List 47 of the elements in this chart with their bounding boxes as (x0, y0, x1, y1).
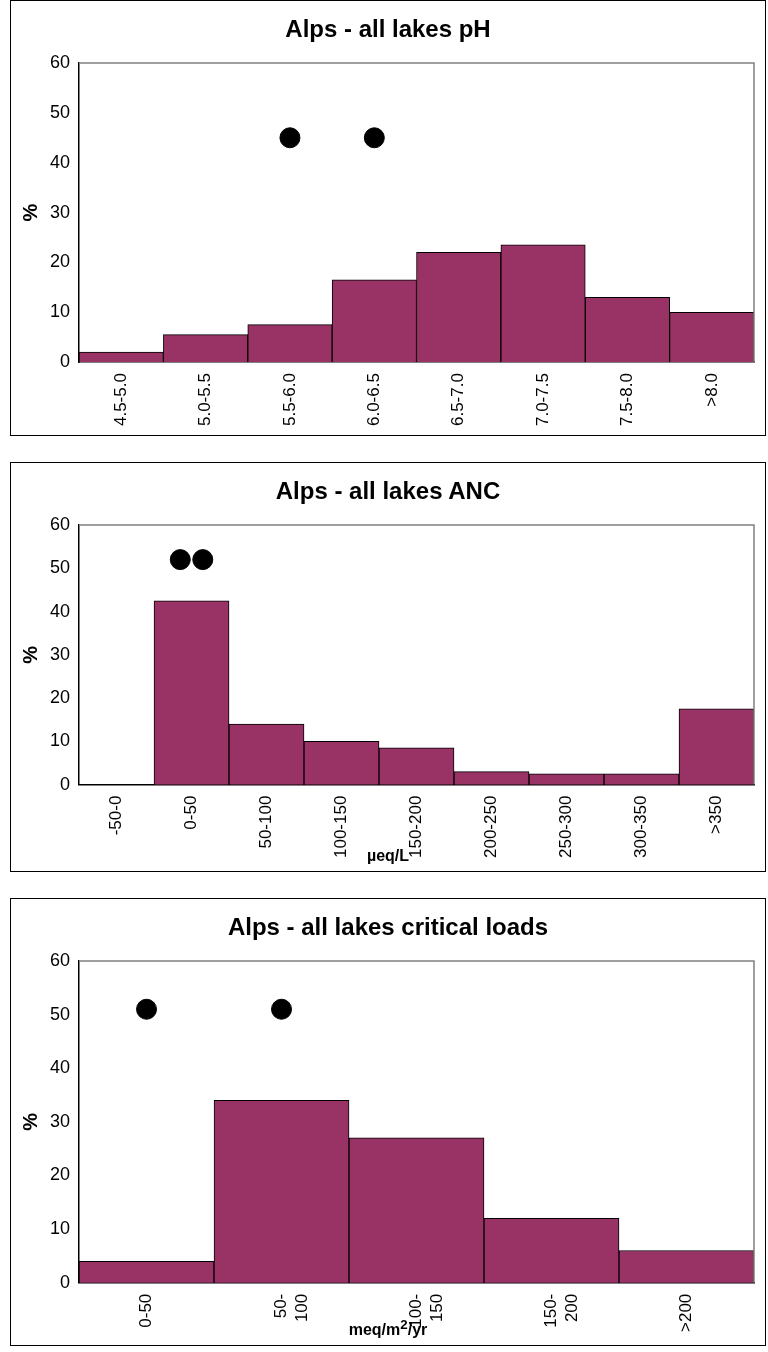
x-tick-label: 150- 200 (541, 1293, 581, 1328)
x-tick-label: 200-250 (481, 795, 501, 858)
x-tick-label: 7.5-8.0 (617, 373, 637, 427)
y-tick-label: 30 (49, 643, 71, 664)
x-tick-label: 6.0-6.5 (364, 373, 384, 427)
x-tick-label: 0-50 (136, 1293, 156, 1328)
y-tick-label: 10 (49, 730, 71, 751)
chart-title: Alps - all lakes pH (284, 15, 492, 43)
x-tick-label: 6.5-7.0 (448, 373, 468, 427)
y-tick-label: 60 (49, 51, 71, 72)
chart-title: Alps - all lakes critical loads (226, 913, 550, 941)
y-tick-label: 0 (60, 773, 71, 794)
y-tick-label: 60 (49, 513, 71, 534)
y-axis-title: % (18, 203, 41, 222)
y-axis-title: % (18, 645, 41, 664)
chart-title: Alps - all lakes ANC (274, 477, 502, 505)
x-tick-label: 100-150 (331, 795, 351, 858)
x-tick-label: 5.0-5.5 (195, 373, 215, 427)
y-tick-label: 0 (60, 351, 71, 372)
y-tick-label: 30 (49, 1110, 71, 1131)
x-tick-label: >200 (676, 1293, 696, 1333)
x-tick-label: 0-50 (181, 795, 201, 830)
x-tick-label: 7.0-7.5 (532, 373, 552, 427)
y-tick-label: 50 (49, 557, 71, 578)
y-axis-title: % (18, 1112, 41, 1131)
y-tick-label: 10 (49, 301, 71, 322)
x-tick-label: >350 (706, 795, 726, 834)
x-tick-label: 50- 100 (271, 1293, 311, 1323)
x-tick-label: -50-0 (106, 795, 126, 836)
x-tick-label: 50-100 (256, 795, 276, 849)
y-tick-label: 10 (49, 1218, 71, 1239)
y-tick-label: 20 (49, 251, 71, 272)
y-tick-label: 40 (49, 1057, 71, 1078)
y-tick-label: 30 (49, 201, 71, 222)
x-tick-label: 250-300 (556, 795, 576, 858)
y-tick-label: 50 (49, 101, 71, 122)
y-tick-label: 60 (49, 949, 71, 970)
x-tick-label: 4.5-5.0 (110, 373, 130, 427)
x-tick-label: >8.0 (701, 373, 721, 407)
y-tick-label: 0 (60, 1271, 71, 1292)
y-tick-label: 40 (49, 151, 71, 172)
y-tick-label: 40 (49, 600, 71, 621)
y-tick-label: 50 (49, 1003, 71, 1024)
x-tick-label: 300-350 (631, 795, 651, 858)
y-tick-label: 20 (49, 1164, 71, 1185)
y-tick-label: 20 (49, 687, 71, 708)
x-tick-label: 5.5-6.0 (279, 373, 299, 427)
